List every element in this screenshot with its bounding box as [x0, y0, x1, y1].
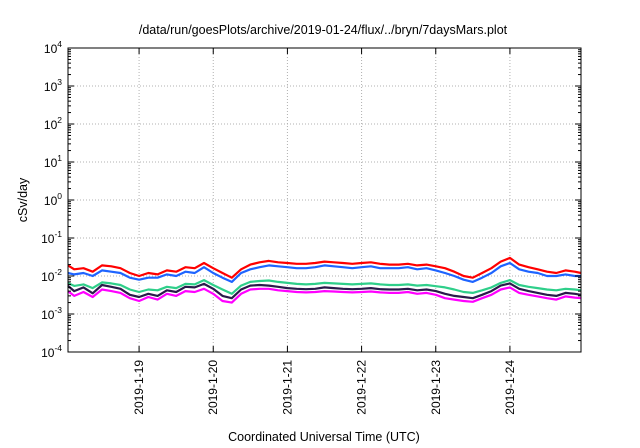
y-tick-base: 10	[41, 232, 55, 246]
y-tick-label: 10-1	[41, 229, 62, 246]
grid	[68, 48, 581, 352]
x-tick-label: 2019-1-24	[503, 360, 517, 415]
y-tick-label: 104	[44, 39, 62, 56]
chart-title: /data/run/goesPlots/archive/2019-01-24/f…	[139, 23, 508, 37]
y-tick-label: 10-4	[41, 343, 62, 360]
y-tick-base: 10	[44, 194, 58, 208]
y-tick-base: 10	[44, 118, 58, 132]
series-layer	[67, 256, 582, 304]
y-axis-title: cSv/day	[16, 177, 30, 222]
x-tick-labels: 2019-1-19 2019-1-20 2019-1-21 2019-1-22 2019…	[132, 360, 517, 415]
y-tick-exponent: -1	[54, 229, 62, 239]
series-line-5	[67, 286, 582, 304]
x-tick-label: 2019-1-23	[429, 360, 443, 415]
y-tick-exponent: 0	[57, 191, 62, 201]
y-tick-base: 10	[41, 308, 55, 322]
series-line-4	[67, 282, 582, 300]
y-tick-base: 10	[41, 346, 55, 360]
y-tick-exponent: 3	[57, 77, 62, 87]
y-tick-label: 101	[44, 153, 62, 170]
x-tick-label: 2019-1-20	[206, 360, 220, 415]
series-line-2	[67, 261, 581, 283]
y-tick-label: 103	[44, 77, 62, 94]
series-line-1	[67, 256, 582, 279]
y-tick-label: 102	[44, 115, 62, 132]
y-tick-exponent: -4	[54, 343, 62, 353]
y-tick-base: 10	[44, 42, 58, 56]
y-tick-base: 10	[44, 156, 58, 170]
plot-frame	[67, 47, 582, 353]
y-tick-exponent: 1	[57, 153, 62, 163]
y-tick-label: 100	[44, 191, 62, 208]
y-tick-label: 10-2	[41, 267, 62, 284]
y-tick-exponent: -2	[54, 267, 62, 277]
series-line-3	[67, 279, 582, 295]
y-tick-exponent: -3	[54, 305, 62, 315]
y-tick-exponent: 4	[57, 39, 62, 49]
y-tick-base: 10	[41, 270, 55, 284]
y-tick-base: 10	[44, 80, 58, 94]
y-tick-exponent: 2	[57, 115, 62, 125]
x-tick-label: 2019-1-22	[355, 360, 369, 415]
x-tick-label: 2019-1-19	[132, 360, 146, 415]
ticks	[68, 47, 581, 353]
x-tick-label: 2019-1-21	[280, 360, 294, 415]
y-tick-label: 10-3	[41, 305, 62, 322]
x-axis-title: Coordinated Universal Time (UTC)	[228, 430, 420, 444]
